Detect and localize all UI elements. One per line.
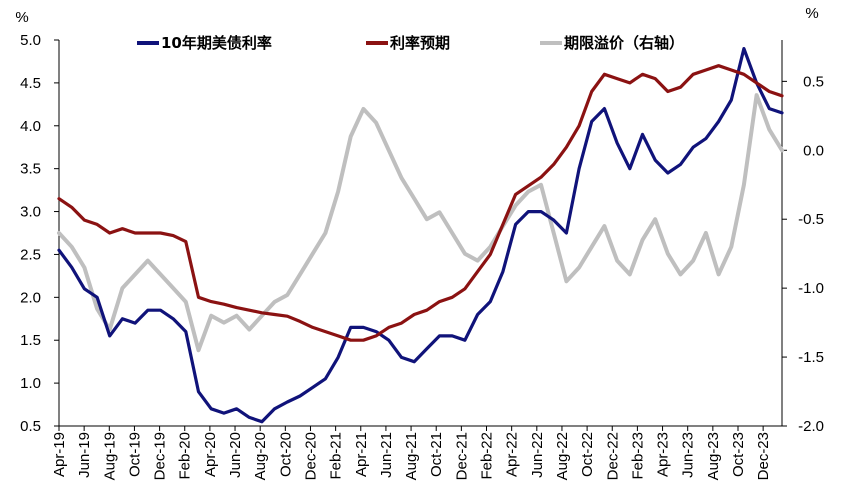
x-tick-group: Aug-21 [403, 432, 420, 480]
x-tick-label: Feb-21 [328, 432, 345, 480]
left-tick-label: 4.0 [20, 118, 41, 135]
right-tick-label: -1.5 [798, 349, 824, 366]
x-tick-label: Apr-23 [655, 432, 672, 477]
x-tick-group: Oct-20 [277, 432, 294, 477]
x-tick-group: Dec-20 [302, 432, 319, 480]
x-tick-label: Dec-20 [302, 432, 319, 480]
x-tick-group: Aug-23 [705, 432, 722, 480]
left-unit-label: % [15, 9, 28, 26]
x-tick-label: Jun-23 [680, 432, 697, 478]
left-tick-label: 2.5 [20, 246, 41, 263]
right-tick-label: -0.5 [798, 211, 824, 228]
x-tick-group: Jun-20 [227, 432, 244, 478]
x-tick-group: Aug-20 [252, 432, 269, 480]
x-tick-label: Oct-20 [277, 432, 294, 477]
x-tick-group: Dec-21 [453, 432, 470, 480]
left-tick-label: 3.0 [20, 204, 41, 221]
x-tick-label: Dec-23 [755, 432, 772, 480]
x-tick-group: Apr-21 [353, 432, 370, 477]
left-tick-label: 3.5 [20, 161, 41, 178]
x-tick-group: Oct-19 [126, 432, 143, 477]
left-tick-label: 1.0 [20, 375, 41, 392]
x-tick-label: Apr-21 [353, 432, 370, 477]
x-tick-group: Aug-22 [554, 432, 571, 480]
x-tick-label: Aug-19 [101, 432, 118, 480]
x-tick-group: Apr-20 [202, 432, 219, 477]
series-line-2 [57, 64, 784, 342]
x-tick-group: Dec-22 [604, 432, 621, 480]
x-tick-group: Oct-21 [428, 432, 445, 477]
axes: % % 5.0 4.5 4.0 3.5 3.0 2.5 2.0 1.5 1.0 0.5 0.5 0.0 -0… [15, 5, 824, 480]
legend-label-3: 期限溢价（右轴） [564, 34, 684, 52]
x-tick-label: Dec-21 [453, 432, 470, 480]
x-tick-label: Aug-20 [252, 432, 269, 480]
x-tick-label: Jun-20 [227, 432, 244, 478]
x-tick-label: Aug-21 [403, 432, 420, 480]
legend: 10年期美债利率 利率预期 期限溢价（右轴） [137, 34, 684, 52]
legend-label-2: 利率预期 [390, 34, 450, 52]
x-tick-group: Feb-22 [479, 432, 496, 480]
x-tick-group: Jun-22 [529, 432, 546, 478]
x-tick-group: Dec-19 [152, 432, 169, 480]
x-tick-group: Oct-23 [730, 432, 747, 477]
x-tick-group: Feb-21 [328, 432, 345, 480]
x-tick-label: Oct-22 [579, 432, 596, 477]
left-tick-label: 4.5 [20, 75, 41, 92]
x-tick-group: Feb-20 [177, 432, 194, 480]
x-tick-group: Dec-23 [755, 432, 772, 480]
left-tick-label: 0.5 [20, 418, 41, 435]
x-tick-group: Feb-23 [629, 432, 646, 480]
series-line-1 [57, 46, 784, 424]
x-tick-label: Apr-22 [504, 432, 521, 477]
x-tick-group: Apr-22 [504, 432, 521, 477]
x-tick-label: Jun-21 [378, 432, 395, 478]
x-tick-group: Jun-19 [76, 432, 93, 478]
legend-label-1: 10年期美债利率 [161, 34, 272, 52]
right-tick-label: -1.0 [798, 280, 824, 297]
x-tick-label: Dec-22 [604, 432, 621, 480]
left-tick-label: 1.5 [20, 332, 41, 349]
x-tick-group: Oct-22 [579, 432, 596, 477]
x-tick-group: Jun-21 [378, 432, 395, 478]
series-lines [57, 46, 784, 424]
x-tick-label: Feb-22 [479, 432, 496, 480]
x-tick-group: Apr-19 [51, 432, 68, 477]
x-tick-group: Apr-23 [655, 432, 672, 477]
right-unit-label: % [805, 5, 818, 22]
x-tick-label: Oct-23 [730, 432, 747, 477]
x-tick-label: Feb-20 [177, 432, 194, 480]
series-line-3 [57, 93, 784, 353]
right-tick-label: 0.0 [803, 142, 824, 159]
x-tick-group: Aug-19 [101, 432, 118, 480]
left-tick-label: 2.0 [20, 289, 41, 306]
x-tick-label: Jun-19 [76, 432, 93, 478]
x-tick-label: Apr-19 [51, 432, 68, 477]
x-tick-label: Jun-22 [529, 432, 546, 478]
x-tick-label: Oct-19 [126, 432, 143, 477]
right-tick-label: 0.5 [803, 73, 824, 90]
x-tick-label: Aug-23 [705, 432, 722, 480]
x-tick-group: Jun-23 [680, 432, 697, 478]
x-tick-label: Aug-22 [554, 432, 571, 480]
x-tick-label: Oct-21 [428, 432, 445, 477]
x-tick-label: Dec-19 [152, 432, 169, 480]
x-tick-label: Apr-20 [202, 432, 219, 477]
right-tick-label: -2.0 [798, 418, 824, 435]
left-tick-label: 5.0 [20, 32, 41, 49]
x-tick-label: Feb-23 [629, 432, 646, 480]
